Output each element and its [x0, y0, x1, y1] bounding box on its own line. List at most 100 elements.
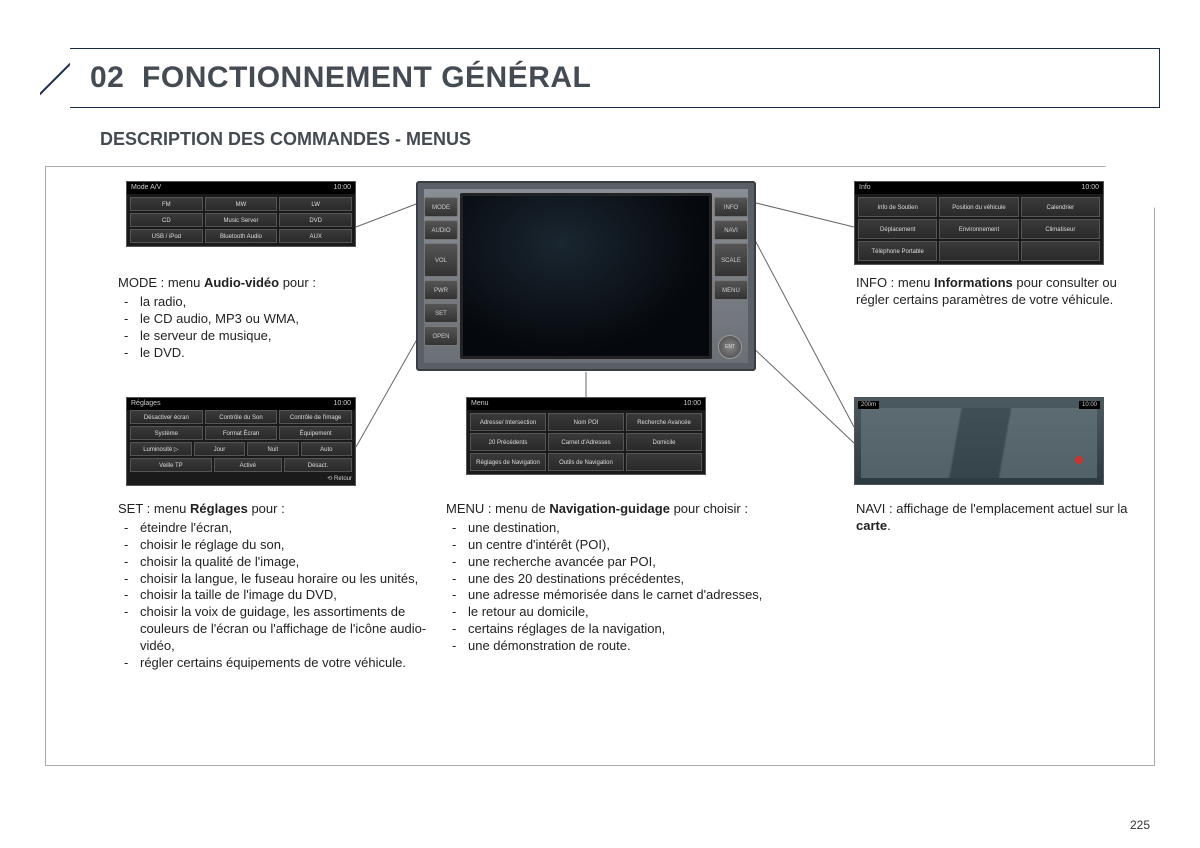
navi-scale: 200m: [858, 401, 879, 409]
panel-cell: Domicile: [626, 433, 702, 451]
panel-cell: Téléphone Portable: [858, 241, 937, 261]
panel-set-header: Réglages: [131, 398, 161, 410]
title-text: FONCTIONNEMENT GÉNÉRAL: [142, 61, 591, 94]
panel-info-header: Info: [859, 182, 871, 194]
caption-item: une destination,: [446, 520, 806, 537]
panel-cell: Music Server: [205, 213, 278, 227]
panel-cell: Désactiver écran: [130, 410, 203, 424]
panel-cell: Position du véhicule: [939, 197, 1018, 217]
caption-item: choisir la qualité de l'image,: [118, 554, 428, 571]
caption-info: INFO : menu Informations pour consulter …: [856, 275, 1136, 309]
caption-item: le serveur de musique,: [118, 328, 418, 345]
title-band: 02 FONCTIONNEMENT GÉNÉRAL: [40, 48, 1160, 108]
panel-cell: Activé: [214, 458, 282, 472]
caption-item: une des 20 destinations précédentes,: [446, 571, 806, 588]
panel-cell: Recherche Avancée: [626, 413, 702, 431]
panel-cell: CD: [130, 213, 203, 227]
panel-set-time: 10:00: [333, 398, 351, 410]
panel-cell: Outils de Navigation: [548, 453, 624, 471]
panel-cell: Auto: [301, 442, 352, 456]
panel-cell: Système: [130, 426, 203, 440]
panel-navi: 200m 10:00: [854, 397, 1104, 485]
panel-cell: FM: [130, 197, 203, 211]
panel-info: Info10:00 Info de SoutienPosition du véh…: [854, 181, 1104, 265]
caption-item: une recherche avancée par POI,: [446, 554, 806, 571]
device-button[interactable]: AUDIO: [424, 220, 458, 240]
caption-set: SET : menu Réglages pour : éteindre l'éc…: [118, 501, 428, 672]
panel-cell: Équipement: [279, 426, 352, 440]
caption-menu: MENU : menu de Navigation-guidage pour c…: [446, 501, 806, 655]
panel-cell: Veille TP: [130, 458, 212, 472]
page-title: 02 FONCTIONNEMENT GÉNÉRAL: [90, 61, 591, 95]
subtitle-band: DESCRIPTION DES COMMANDES - MENUS: [45, 120, 1155, 158]
panel-cell: Déplacement: [858, 219, 937, 239]
panel-cell: Calendrier: [1021, 197, 1100, 217]
panel-cell: USB / iPod: [130, 229, 203, 243]
diagram-box: Mode A/V 10:00 FMMWLW CDMusic ServerDVD USB…: [45, 166, 1155, 766]
caption-item: choisir la voix de guidage, les assortim…: [118, 604, 428, 655]
device-button[interactable]: NAVI: [714, 220, 748, 240]
device-button[interactable]: VOL: [424, 243, 458, 277]
device-button[interactable]: INFO: [714, 197, 748, 217]
panel-info-time: 10:00: [1081, 182, 1099, 194]
device-button[interactable]: SET: [424, 303, 458, 323]
device-knob[interactable]: ENT: [718, 335, 742, 359]
panel-cell: LW: [279, 197, 352, 211]
caption-item: la radio,: [118, 294, 418, 311]
caption-item: éteindre l'écran,: [118, 520, 428, 537]
panel-mode-header: Mode A/V: [131, 182, 161, 194]
panel-cell: Contrôle de l'image: [279, 410, 352, 424]
panel-cell: DVD: [279, 213, 352, 227]
caption-item: une démonstration de route.: [446, 638, 806, 655]
panel-cell: Réglages de Navigation: [470, 453, 546, 471]
caption-item: régler certains équipements de votre véh…: [118, 655, 428, 672]
page-number: 225: [1130, 818, 1150, 832]
caption-mode: MODE : menu Audio-vidéo pour : la radio,…: [118, 275, 418, 361]
panel-cell: 20 Précédents: [470, 433, 546, 451]
panel-cell: Climatiseur: [1021, 219, 1100, 239]
panel-set-retour: ⟲ Retour: [327, 475, 352, 482]
navi-marker: [1075, 456, 1083, 464]
panel-menu: Menu10:00 Adresse/ IntersectionNom POIRe…: [466, 397, 706, 475]
caption-item: le DVD.: [118, 345, 418, 362]
device-button[interactable]: MODE: [424, 197, 458, 217]
caption-item: choisir le réglage du son,: [118, 537, 428, 554]
panel-mode-time: 10:00: [333, 182, 351, 194]
caption-item: un centre d'intérêt (POI),: [446, 537, 806, 554]
panel-cell: Carnet d'Adresses: [548, 433, 624, 451]
caption-item: une adresse mémorisée dans le carnet d'a…: [446, 587, 806, 604]
panel-cell: [626, 453, 702, 471]
panel-cell: MW: [205, 197, 278, 211]
caption-navi: NAVI : affichage de l'emplacement actuel…: [856, 501, 1136, 535]
navi-time: 10:00: [1079, 401, 1100, 409]
device-button[interactable]: PWR: [424, 280, 458, 300]
panel-menu-time: 10:00: [683, 398, 701, 410]
device-screen: [460, 193, 712, 359]
head-unit-device: MODE AUDIO VOL PWR SET OPEN INFO NAVI SCALE MENU…: [416, 181, 756, 371]
title-num: 02: [90, 61, 124, 94]
panel-menu-header: Menu: [471, 398, 489, 410]
panel-set: Réglages10:00 Désactiver écranContrôle d…: [126, 397, 356, 486]
caption-item: certains réglages de la navigation,: [446, 621, 806, 638]
panel-cell: Bluetooth Audio: [205, 229, 278, 243]
panel-cell: Contrôle du Son: [205, 410, 278, 424]
panel-cell: AUX: [279, 229, 352, 243]
device-button[interactable]: MENU: [714, 280, 748, 300]
device-button[interactable]: OPEN: [424, 326, 458, 346]
panel-cell: Nom POI: [548, 413, 624, 431]
panel-cell: Environnement: [939, 219, 1018, 239]
caption-item: le CD audio, MP3 ou WMA,: [118, 311, 418, 328]
panel-cell: Désact.: [284, 458, 352, 472]
panel-cell: [939, 241, 1018, 261]
device-button[interactable]: SCALE: [714, 243, 748, 277]
caption-item: choisir la langue, le fuseau horaire ou …: [118, 571, 428, 588]
caption-item: choisir la taille de l'image du DVD,: [118, 587, 428, 604]
panel-cell: Jour: [194, 442, 245, 456]
panel-cell: Format Écran: [205, 426, 278, 440]
panel-mode: Mode A/V 10:00 FMMWLW CDMusic ServerDVD USB…: [126, 181, 356, 247]
panel-cell: Luminosité ▷: [130, 442, 192, 456]
caption-item: le retour au domicile,: [446, 604, 806, 621]
subtitle: DESCRIPTION DES COMMANDES - MENUS: [100, 129, 471, 150]
panel-cell: [1021, 241, 1100, 261]
panel-cell: Nuit: [247, 442, 298, 456]
